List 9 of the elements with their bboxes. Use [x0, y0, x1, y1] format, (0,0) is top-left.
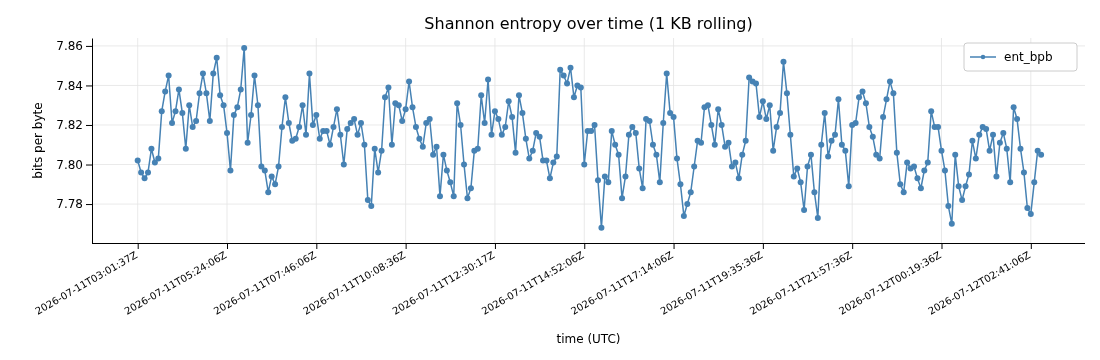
y-tick-label: 7.84: [56, 78, 83, 93]
y-tick-label: 7.82: [56, 118, 83, 133]
y-tick-label: 7.78: [56, 197, 83, 212]
chart-title: Shannon entropy over time (1 KB rolling): [424, 14, 753, 33]
y-axis-title: bits per byte: [31, 102, 45, 179]
legend-label: ent_bpb: [1004, 50, 1053, 64]
y-tick-label: 7.80: [56, 157, 83, 172]
y-tick-label: 7.86: [56, 39, 83, 54]
x-axis-title: time (UTC): [556, 332, 621, 346]
